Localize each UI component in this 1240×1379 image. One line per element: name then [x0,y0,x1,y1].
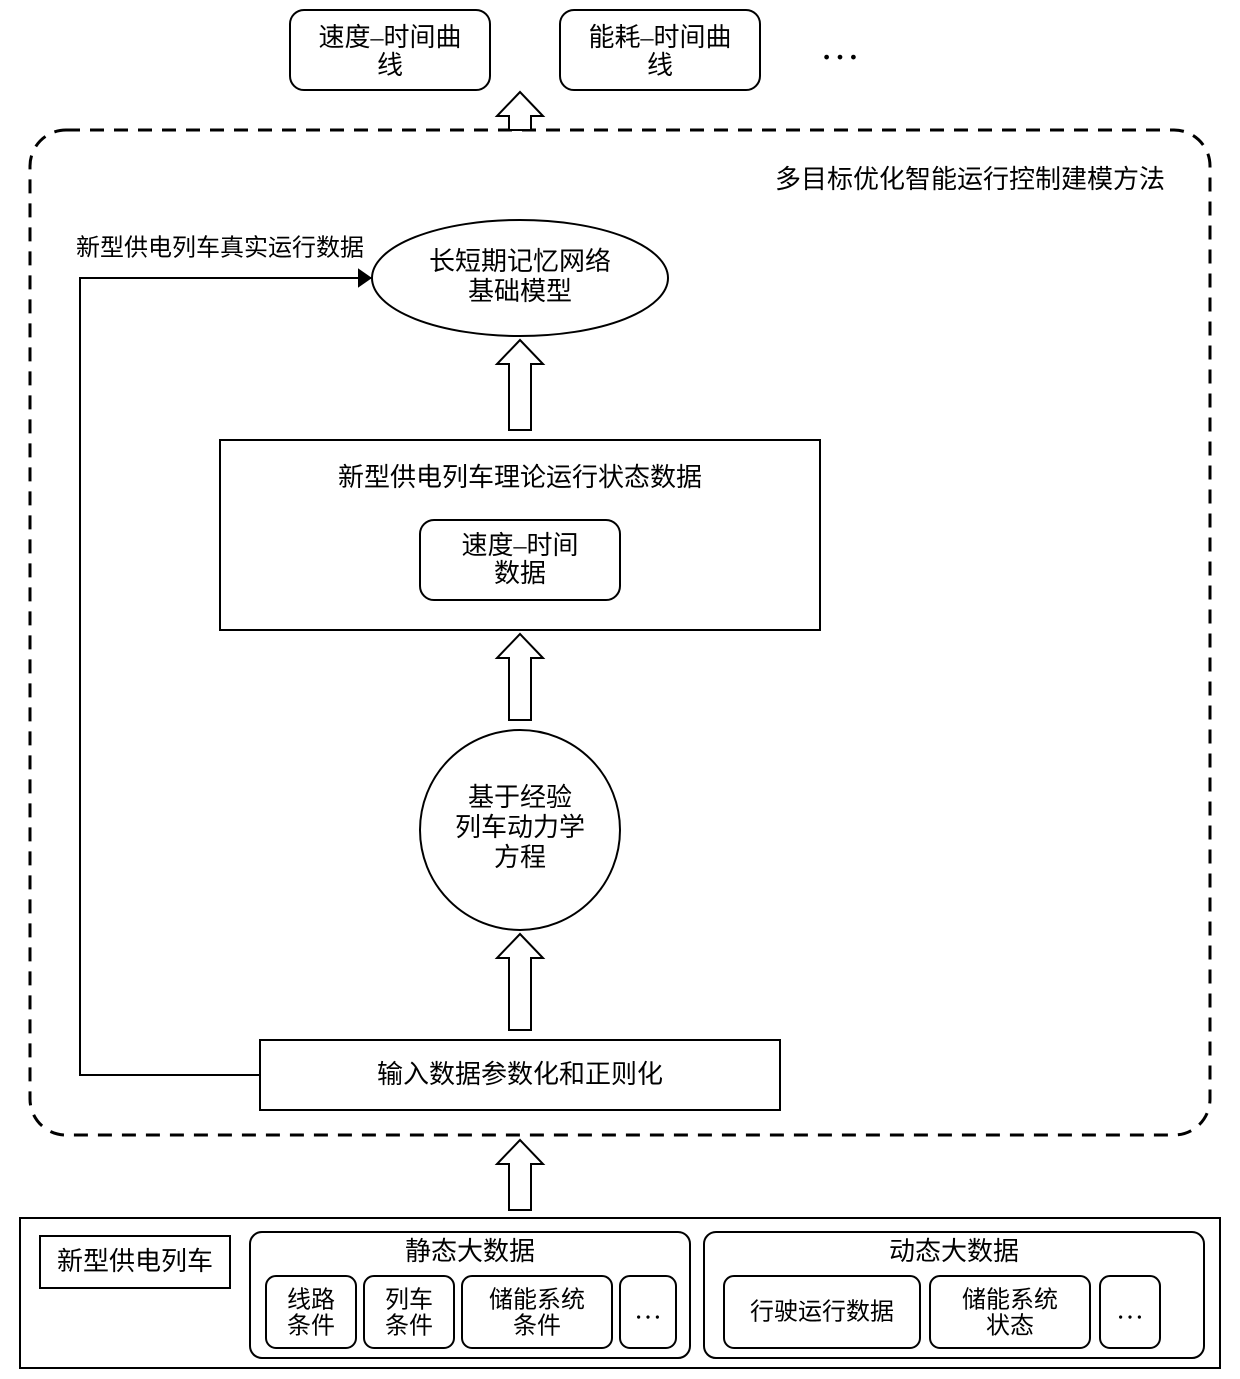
svg-text:条件: 条件 [287,1313,335,1340]
svg-text:条件: 条件 [385,1313,433,1340]
svg-text:速度–时间: 速度–时间 [461,531,578,560]
svg-text:输入数据参数化和正则化: 输入数据参数化和正则化 [377,1060,663,1089]
svg-text:线: 线 [377,51,403,80]
svg-text:列车动力学: 列车动力学 [455,813,585,842]
svg-text:方程: 方程 [494,843,546,872]
svg-text:静态大数据: 静态大数据 [405,1237,535,1266]
svg-text:线路: 线路 [287,1287,335,1314]
svg-text:基础模型: 基础模型 [468,277,572,306]
svg-text:动态大数据: 动态大数据 [889,1237,1019,1266]
svg-text:长短期记忆网络: 长短期记忆网络 [429,247,611,276]
svg-text:…: … [820,23,860,68]
svg-text:列车: 列车 [385,1287,433,1314]
svg-text:线: 线 [647,51,673,80]
svg-text:多目标优化智能运行控制建模方法: 多目标优化智能运行控制建模方法 [775,165,1165,194]
svg-text:行驶运行数据: 行驶运行数据 [750,1299,894,1326]
svg-text:储能系统: 储能系统 [489,1287,585,1314]
svg-text:新型供电列车: 新型供电列车 [57,1247,213,1276]
svg-text:储能系统: 储能系统 [962,1287,1058,1314]
svg-text:数据: 数据 [494,559,546,588]
svg-text:基于经验: 基于经验 [468,783,572,812]
svg-text:新型供电列车理论运行状态数据: 新型供电列车理论运行状态数据 [338,463,702,492]
svg-text:新型供电列车真实运行数据: 新型供电列车真实运行数据 [76,235,364,262]
svg-text:状态: 状态 [986,1313,1034,1340]
svg-text:条件: 条件 [513,1313,561,1340]
diagram-root: 速度–时间曲线能耗–时间曲线…多目标优化智能运行控制建模方法长短期记忆网络基础模… [0,0,1240,1379]
svg-text:速度–时间曲: 速度–时间曲 [318,23,461,52]
svg-text:…: … [1116,1294,1144,1325]
svg-text:能耗–时间曲: 能耗–时间曲 [588,23,731,52]
svg-text:…: … [634,1294,662,1325]
